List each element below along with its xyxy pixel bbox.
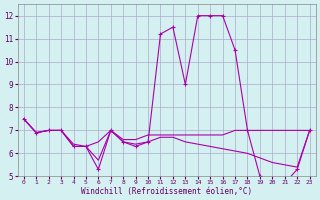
X-axis label: Windchill (Refroidissement éolien,°C): Windchill (Refroidissement éolien,°C) — [81, 187, 252, 196]
